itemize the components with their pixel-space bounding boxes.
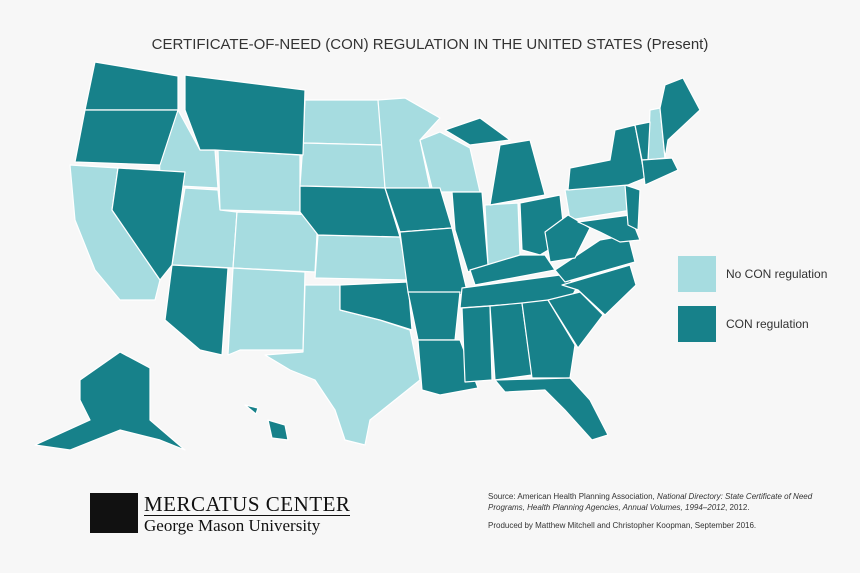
state (461, 305, 493, 383)
source-prefix: Source: American Health Planning Associa… (488, 492, 657, 501)
state (417, 339, 479, 396)
state (407, 291, 461, 341)
legend-swatch (678, 256, 716, 292)
state (302, 99, 384, 146)
credit-note: Produced by Matthew Mitchell and Christo… (488, 521, 757, 530)
logo-name: MERCATUS CENTER (144, 492, 351, 516)
state (339, 281, 413, 331)
state (74, 109, 179, 166)
state (494, 377, 609, 441)
legend-label: No CON regulation (726, 267, 828, 281)
state (34, 351, 186, 451)
state (244, 404, 289, 441)
legend-label: CON regulation (726, 317, 809, 331)
no-con-states (69, 75, 666, 446)
state (521, 299, 576, 379)
state (567, 124, 646, 191)
state (164, 264, 229, 356)
source-suffix: , 2012. (725, 503, 750, 512)
state (217, 149, 301, 213)
logo-affiliation: George Mason University (144, 516, 321, 535)
legend-item: CON regulation (678, 306, 809, 342)
state (659, 77, 701, 159)
state (232, 211, 319, 273)
state (444, 117, 546, 206)
source-note: Source: American Health Planning Associa… (488, 491, 828, 513)
state (484, 202, 521, 266)
state (227, 267, 306, 356)
state (544, 214, 591, 263)
logo-mark (90, 493, 138, 533)
state (299, 142, 386, 189)
state (184, 74, 306, 156)
state (641, 157, 679, 186)
state (314, 234, 409, 281)
logo: MERCATUS CENTER George Mason University (90, 492, 351, 536)
state (111, 167, 186, 281)
state (419, 131, 481, 193)
state (84, 61, 179, 111)
con-states (34, 61, 701, 451)
state (561, 264, 637, 316)
state (577, 214, 641, 243)
state (624, 184, 641, 231)
state (547, 291, 604, 349)
legend-item: No CON regulation (678, 256, 827, 292)
map-title: CERTIFICATE-OF-NEED (CON) REGULATION IN … (151, 36, 709, 53)
state (554, 234, 636, 283)
legend-swatch (678, 306, 716, 342)
state (299, 185, 401, 238)
source-title: National Directory: State Certificate of… (488, 492, 813, 512)
